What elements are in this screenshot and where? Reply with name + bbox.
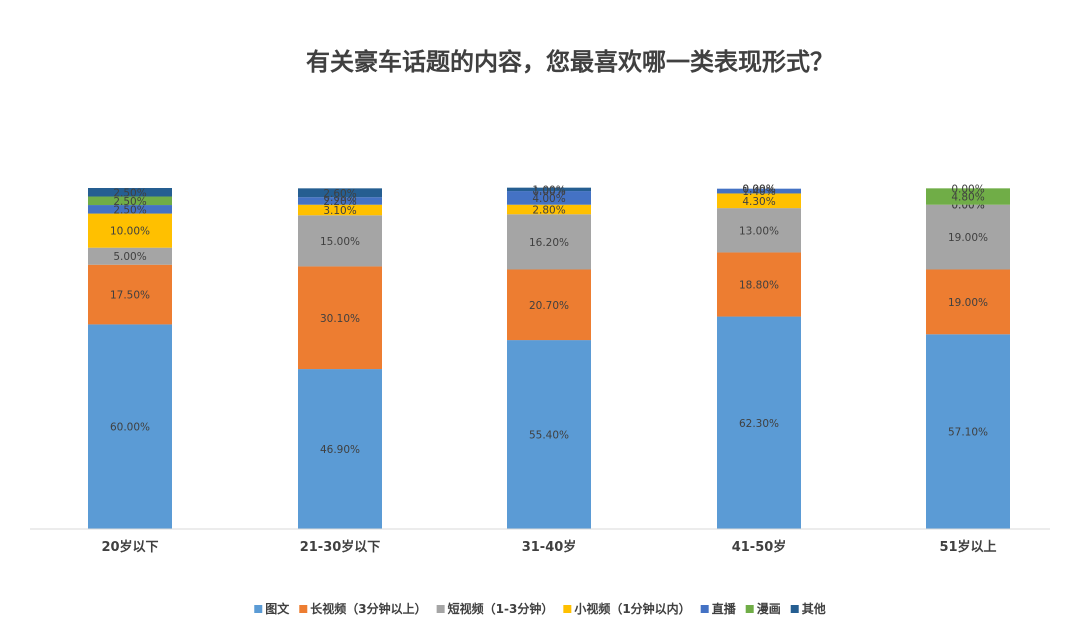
bar-segment-4-3 bbox=[717, 188, 801, 194]
data-label-0-1: 46.90% bbox=[320, 444, 360, 456]
legend-label-1: 长视频（3分钟以上） bbox=[310, 601, 426, 616]
data-label-1-2: 20.70% bbox=[529, 300, 569, 312]
data-label-3-2: 2.80% bbox=[532, 204, 565, 216]
legend-item-3: 小视频（1分钟以内） bbox=[563, 601, 691, 616]
legend-item-6: 其他 bbox=[790, 601, 826, 616]
data-label-4-0: 2.50% bbox=[113, 204, 146, 216]
legend-label-2: 短视频（1-3分钟） bbox=[448, 601, 554, 616]
category-label-1: 21-30岁以下 bbox=[300, 539, 381, 555]
legend-item-0: 图文 bbox=[254, 601, 290, 616]
bar-segment-1-2 bbox=[507, 269, 591, 341]
legend-item-4: 直播 bbox=[700, 601, 737, 616]
bar-segment-4-0 bbox=[88, 205, 172, 214]
data-label-6-0: 2.50% bbox=[113, 187, 146, 199]
legend: 图文 长视频（3分钟以上） 短视频（1-3分钟） 小视频（1分钟以内） 直播 漫画 其他 bbox=[254, 601, 826, 616]
data-label-2-0: 5.00% bbox=[113, 251, 146, 263]
data-label-6-1: 2.60% bbox=[323, 188, 356, 200]
bar-segment-0-4 bbox=[926, 334, 1010, 529]
bar-segment-2-3 bbox=[717, 208, 801, 253]
bar-segment-6-0 bbox=[88, 188, 172, 197]
category-label-0: 20岁以下 bbox=[101, 539, 158, 555]
legend-label-0: 图文 bbox=[265, 601, 290, 616]
data-label-4-3: 1.40% bbox=[742, 186, 775, 198]
data-label-5-3: 0.00% bbox=[742, 184, 775, 196]
bar-segment-4-2 bbox=[507, 191, 591, 205]
bar-segment-2-1 bbox=[298, 215, 382, 267]
data-label-5-0: 2.50% bbox=[113, 196, 146, 208]
data-label-1-3: 18.80% bbox=[739, 280, 779, 292]
data-label-2-1: 15.00% bbox=[320, 236, 360, 248]
legend-item-2: 短视频（1-3分钟） bbox=[436, 601, 554, 616]
data-label-2-2: 16.20% bbox=[529, 237, 569, 249]
data-label-1-1: 30.10% bbox=[320, 313, 360, 325]
data-label-1-0: 17.50% bbox=[110, 290, 150, 302]
legend-swatch-5 bbox=[745, 605, 754, 613]
legend-swatch-2 bbox=[436, 605, 445, 613]
category-label-3: 41-50岁 bbox=[732, 539, 787, 555]
data-label-4-1: 2.20% bbox=[323, 196, 356, 208]
bar-segment-6-1 bbox=[298, 188, 382, 198]
data-label-0-0: 60.00% bbox=[110, 422, 150, 434]
data-label-0-4: 57.10% bbox=[948, 427, 988, 439]
data-label-6-2: 1.00% bbox=[532, 184, 565, 196]
data-label-1-4: 19.00% bbox=[948, 297, 988, 309]
bar-segment-3-0 bbox=[88, 213, 172, 248]
bar-segment-5-0 bbox=[88, 196, 172, 206]
data-label-3-3: 4.30% bbox=[742, 196, 775, 208]
legend-swatch-3 bbox=[563, 605, 572, 613]
data-label-0-3: 62.30% bbox=[739, 418, 779, 430]
legend-label-6: 其他 bbox=[802, 601, 826, 616]
bar-segment-3-3 bbox=[717, 193, 801, 209]
bar-segment-0-3 bbox=[717, 316, 801, 529]
bar-segment-4-1 bbox=[298, 197, 382, 205]
bar-segment-3-2 bbox=[507, 204, 591, 215]
legend-label-5: 漫画 bbox=[757, 601, 781, 616]
legend-swatch-0 bbox=[254, 605, 263, 613]
legend-swatch-6 bbox=[790, 605, 799, 613]
bar-segment-1-4 bbox=[926, 269, 1010, 335]
legend-label-4: 直播 bbox=[712, 601, 737, 616]
category-labels: 20岁以下 21-30岁以下 31-40岁 41-50岁 51岁以上 bbox=[101, 539, 996, 555]
bar-segment-6-2 bbox=[507, 187, 591, 192]
data-label-4-2: 4.00% bbox=[532, 193, 565, 205]
data-label-5-4: 4.80% bbox=[951, 192, 984, 204]
bar-segment-2-4 bbox=[926, 204, 1010, 270]
bar-segment-5-4 bbox=[926, 188, 1010, 205]
category-label-2: 31-40岁 bbox=[522, 539, 577, 555]
legend-swatch-1 bbox=[299, 605, 308, 613]
data-label-3-0: 10.00% bbox=[110, 226, 150, 238]
bar-segment-1-3 bbox=[717, 252, 801, 317]
data-label-0-2: 55.40% bbox=[529, 430, 569, 442]
bar-segment-1-1 bbox=[298, 266, 382, 370]
bars-group: 60.00%17.50%5.00%10.00%2.50%2.50%2.50%46… bbox=[88, 183, 1010, 529]
legend-swatch-4 bbox=[700, 605, 709, 613]
legend-item-1: 长视频（3分钟以上） bbox=[299, 601, 427, 616]
chart-title: 有关豪车话题的内容，您最喜欢哪一类表现形式？ bbox=[306, 48, 834, 76]
bar-segment-0-0 bbox=[88, 324, 172, 529]
bar-segment-2-2 bbox=[507, 214, 591, 270]
data-label-2-4: 19.00% bbox=[948, 232, 988, 244]
bar-segment-1-0 bbox=[88, 264, 172, 325]
data-label-2-3: 13.00% bbox=[739, 225, 779, 237]
legend-label-3: 小视频（1分钟以内） bbox=[574, 601, 690, 616]
legend-item-5: 漫画 bbox=[745, 601, 781, 616]
data-label-6-3: 0.00% bbox=[742, 184, 775, 196]
category-label-4: 51岁以上 bbox=[939, 539, 996, 555]
bar-segment-3-1 bbox=[298, 204, 382, 216]
bar-segment-0-2 bbox=[507, 340, 591, 529]
bar-segment-2-0 bbox=[88, 247, 172, 265]
data-label-6-4: 0.00% bbox=[951, 183, 984, 195]
bar-segment-0-1 bbox=[298, 369, 382, 529]
data-label-3-1: 3.10% bbox=[323, 205, 356, 217]
